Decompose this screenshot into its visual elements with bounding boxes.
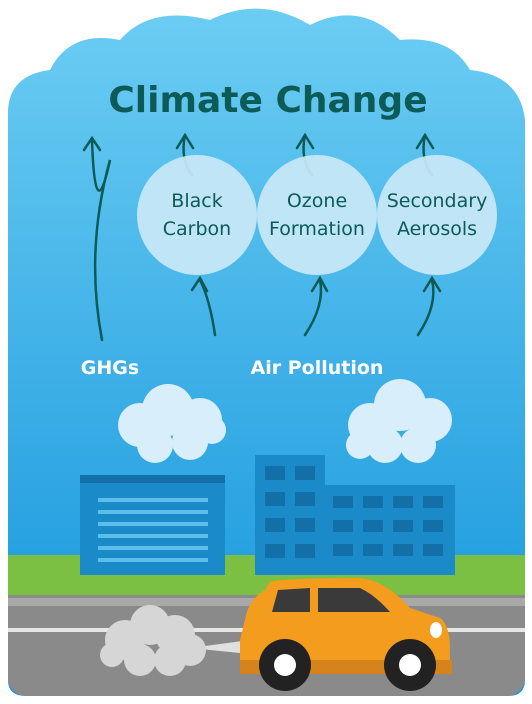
node-label: Carbon: [163, 218, 231, 240]
title: Climate Change: [108, 80, 427, 121]
node-label: Black: [171, 190, 222, 212]
node-label: Aerosols: [397, 218, 477, 240]
node-circle: [257, 155, 377, 275]
car: [240, 578, 452, 691]
air-pollution-label: Air Pollution: [251, 357, 384, 379]
exhaust: [100, 605, 250, 676]
ghgs-label: GHGs: [81, 357, 139, 379]
arrows-up: [190, 275, 442, 337]
node-label: Ozone: [287, 190, 347, 212]
node-label: Formation: [269, 218, 365, 240]
node-circle: [377, 155, 497, 275]
smoke-clouds: [118, 379, 452, 463]
node-circle: [137, 155, 257, 275]
node-label: Secondary: [387, 190, 488, 212]
arrows: [82, 132, 435, 342]
